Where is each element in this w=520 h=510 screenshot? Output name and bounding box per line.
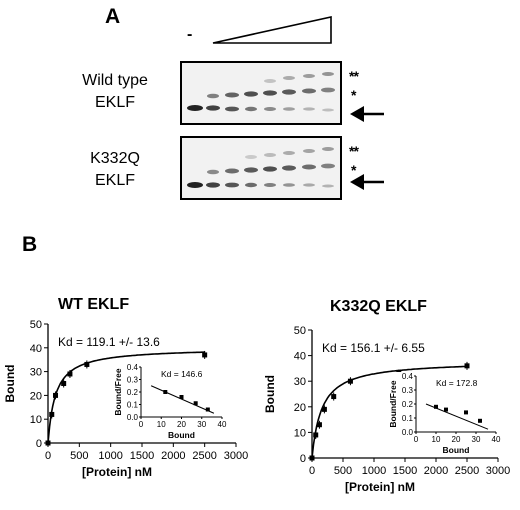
- x-tick-label: 0: [309, 465, 315, 477]
- minus-label: -: [187, 26, 193, 43]
- inset-background: [117, 363, 228, 441]
- x-axis-label: [Protein] nM: [82, 465, 152, 479]
- inset-y-tick-label: 0.1: [402, 414, 414, 423]
- inset-data-point: [444, 407, 448, 412]
- inset-data-point: [434, 404, 438, 409]
- row-label-line2: EKLF: [94, 94, 135, 111]
- inset-kd-annotation: Kd = 146.6: [161, 369, 203, 379]
- row-label-line1: Wild type: [82, 72, 148, 89]
- x-tick-label: 1500: [393, 465, 417, 477]
- inset-x-tick-label: 10: [432, 435, 441, 444]
- inset-data-point: [205, 407, 210, 412]
- inset-data-point: [464, 410, 468, 415]
- y-tick-label: 0: [300, 453, 306, 465]
- inset-y-tick-label: 0.2: [127, 388, 139, 397]
- x-tick-label: 500: [334, 465, 352, 477]
- inset-x-tick-label: 40: [218, 420, 227, 429]
- inset-y-tick-label: 0.3: [402, 386, 414, 395]
- concentration-gradient-wedge: [212, 16, 332, 44]
- x-tick-label: 2000: [424, 465, 448, 477]
- y-tick-label: 50: [294, 325, 306, 337]
- y-tick-label: 30: [30, 367, 42, 379]
- panel-a-label: A: [105, 5, 121, 28]
- inset-x-tick-label: 0: [139, 420, 144, 429]
- y-axis-label: Bound: [3, 365, 17, 403]
- inset-regression-line: [150, 385, 215, 414]
- kd-annotation: Kd = 119.1 +/- 13.6: [58, 335, 160, 349]
- inset-x-axis-label: Bound: [168, 430, 195, 440]
- x-tick-label: 1000: [362, 465, 386, 477]
- fit-curve: [47, 351, 205, 444]
- inset-data-point: [163, 390, 168, 394]
- inset-y-tick-label: 0.1: [127, 401, 139, 410]
- x-tick-label: 2500: [455, 465, 479, 477]
- x-tick-label: 2500: [192, 450, 216, 462]
- inset-x-axis-label: Bound: [443, 445, 470, 455]
- inset-y-tick-label: 0.2: [402, 400, 414, 409]
- inset-x-tick-label: 10: [157, 420, 166, 429]
- inset-x-tick-label: 0: [414, 435, 419, 444]
- gel-image-k332q: [180, 136, 342, 200]
- inset-y-tick-label: 0.0: [402, 428, 414, 437]
- inset-x-tick-label: 40: [492, 435, 501, 444]
- inset-background: [392, 372, 502, 456]
- x-tick-label: 1500: [130, 450, 154, 462]
- x-tick-label: 3000: [224, 450, 248, 462]
- y-tick-label: 20: [30, 390, 42, 402]
- x-tick-label: 2000: [161, 450, 185, 462]
- inset-x-tick-label: 20: [177, 420, 186, 429]
- kd-annotation: Kd = 156.1 +/- 6.55: [322, 341, 425, 355]
- inset-data-point: [478, 418, 482, 423]
- gel-bands-k332q: [182, 138, 340, 198]
- inset-y-tick-label: 0.0: [127, 413, 139, 422]
- row-label-line2: EKLF: [94, 172, 135, 189]
- x-tick-label: 1000: [98, 450, 122, 462]
- inset-y-axis-label: Bound/Free: [113, 368, 123, 415]
- inset-x-tick-label: 30: [472, 435, 481, 444]
- y-tick-label: 0: [36, 438, 42, 450]
- binding-chart-wt: 0 500 1000 1500 2000 2500 3000 0 10 20 30 40 50 [Prot…: [3, 319, 248, 479]
- inset-kd-annotation: Kd = 172.8: [436, 378, 478, 388]
- inset-y-tick-label: 0.3: [127, 376, 139, 385]
- y-tick-label: 10: [294, 427, 306, 439]
- y-tick-label: 10: [30, 414, 42, 426]
- x-tick-label: 500: [70, 450, 88, 462]
- gel-row-label-k332q: K332Q EKLF: [55, 148, 175, 192]
- inset-x-tick-label: 20: [452, 435, 461, 444]
- y-tick-label: 50: [30, 319, 42, 331]
- inset-y-tick-label: 0.4: [402, 372, 414, 381]
- chart-title-k332q: K332Q EKLF: [330, 298, 427, 315]
- inset-x-tick-label: 30: [197, 420, 206, 429]
- x-tick-label: 3000: [486, 465, 510, 477]
- inset-y-tick-label: 0.4: [127, 363, 139, 372]
- band-mark-double-star-2: **: [349, 143, 359, 159]
- gel-bands-wildtype: [182, 63, 340, 123]
- chart-title-wt: WT EKLF: [58, 296, 130, 313]
- y-tick-label: 20: [294, 402, 306, 414]
- band-mark-single-star-2: *: [351, 162, 357, 178]
- y-tick-label: 30: [294, 376, 306, 388]
- inset-y-axis-label: Bound/Free: [388, 380, 398, 427]
- free-probe-arrow-icon: [350, 106, 384, 122]
- band-mark-single-star-1: *: [351, 87, 357, 103]
- fit-curve: [311, 365, 468, 459]
- binding-chart-k332q: 0 500 1000 1500 2000 2500 3000 0 10 20 30 40 50 [Prot…: [263, 325, 510, 494]
- y-tick-label: 40: [30, 343, 42, 355]
- x-axis-label: [Protein] nM: [345, 480, 415, 494]
- free-probe-arrow-icon: [350, 174, 384, 190]
- y-axis-label: Bound: [263, 375, 277, 413]
- panel-b-label: B: [22, 233, 38, 256]
- row-label-line1: K332Q: [90, 150, 140, 167]
- x-tick-label: 0: [45, 450, 51, 462]
- gel-row-label-wildtype: Wild type EKLF: [55, 70, 175, 114]
- inset-data-point: [179, 395, 184, 399]
- y-tick-label: 40: [294, 351, 306, 363]
- gel-image-wildtype: [180, 61, 342, 125]
- inset-data-point: [193, 401, 198, 406]
- band-mark-double-star-1: **: [349, 68, 359, 84]
